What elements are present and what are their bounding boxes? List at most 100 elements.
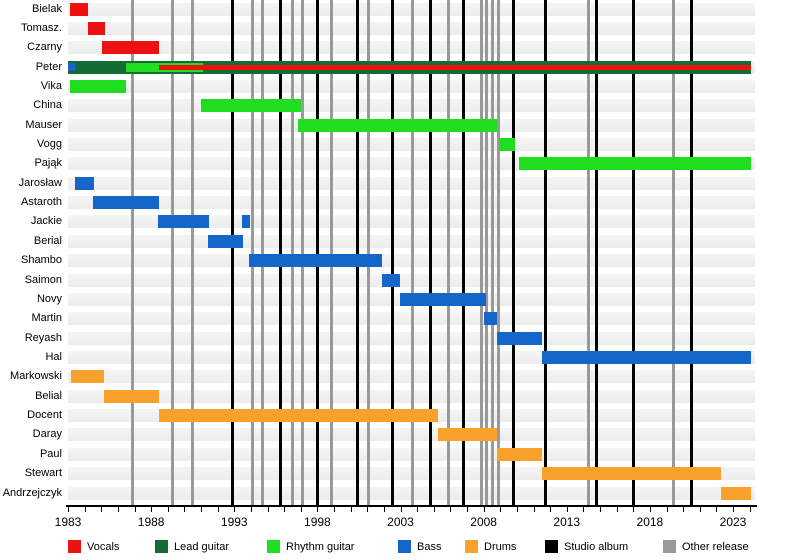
x-axis-tick-label: 2003	[387, 515, 414, 529]
x-axis-tick	[350, 507, 352, 512]
x-axis-tick-label: 2018	[636, 515, 664, 529]
row-track	[68, 196, 755, 210]
row-label-czarny: Czarny	[27, 41, 62, 54]
x-axis-tick	[699, 507, 701, 512]
lead-guitar-legend-swatch	[155, 540, 168, 553]
row-label-pajk: Pająk	[34, 157, 62, 170]
x-axis-tick	[217, 507, 219, 512]
row-track	[68, 273, 755, 287]
legend-label: Other release	[682, 541, 749, 553]
row-label-daray: Daray	[32, 428, 62, 441]
timeline-bar-bass	[541, 350, 752, 364]
timeline-bar-rhythm-guitar	[298, 118, 497, 132]
x-axis-tick	[716, 507, 718, 512]
timeline-bar-drums	[720, 486, 752, 500]
rhythm-guitar-legend-swatch	[267, 540, 280, 553]
other-release-line	[411, 0, 415, 505]
row-label-andrzejczyk: Andrzejczyk	[2, 486, 62, 499]
row-label-belial: Belial	[35, 389, 62, 402]
x-axis-tick	[383, 507, 385, 512]
x-axis-tick	[300, 507, 302, 512]
studio-album-line	[689, 0, 693, 505]
legend-label: Bass	[417, 541, 442, 553]
other-release-line	[290, 0, 294, 505]
row-track	[68, 176, 755, 190]
x-axis-tick	[151, 507, 153, 512]
x-axis-tick	[749, 507, 751, 512]
studio-album-legend-swatch	[545, 540, 558, 553]
row-label-bielak: Bielak	[32, 2, 62, 15]
other-release-line	[366, 0, 370, 505]
row-label-mauser: Mauser	[25, 118, 62, 131]
timeline-bar-drums	[437, 428, 497, 442]
row-label-saimon: Saimon	[24, 273, 62, 286]
timeline-bar-bass	[157, 215, 210, 229]
row-track	[68, 2, 755, 16]
row-label-jackie: Jackie	[30, 215, 62, 228]
studio-album-line	[355, 0, 359, 505]
timeline-bar-drums	[103, 389, 159, 403]
x-axis-tick	[68, 507, 69, 512]
timeline-bar-bass	[68, 63, 75, 72]
other-release-line	[131, 0, 135, 505]
x-axis-tick	[583, 507, 585, 512]
x-axis-tick	[649, 507, 651, 512]
legend-label: Drums	[484, 541, 517, 553]
row-label-china: China	[33, 99, 62, 112]
x-axis-tick	[500, 507, 502, 512]
timeline-bar-vocals	[69, 2, 88, 16]
timeline-bar-bass	[241, 215, 251, 229]
row-track	[68, 41, 755, 55]
legend-label: Studio album	[564, 541, 629, 553]
timeline-bar-rhythm-guitar	[518, 157, 752, 171]
x-axis-tick-label: 1988	[137, 515, 165, 529]
row-label-berial: Berial	[33, 234, 62, 247]
timeline-bar-vocals	[159, 64, 752, 70]
timeline-bar-vocals	[102, 41, 160, 55]
studio-album-line	[231, 0, 235, 505]
row-track	[68, 428, 755, 442]
x-axis-tick	[533, 507, 535, 512]
studio-album-line	[544, 0, 548, 505]
bass-legend-swatch	[398, 540, 411, 553]
row-label-peter: Peter	[35, 60, 62, 73]
x-axis-tick-label: 1993	[220, 515, 248, 529]
studio-album-line	[595, 0, 599, 505]
row-track	[68, 215, 755, 229]
row-track	[68, 79, 755, 93]
x-axis-tick	[84, 507, 86, 512]
other-release-line	[300, 0, 304, 505]
other-release-line	[672, 0, 676, 505]
row-label-novy: Novy	[36, 292, 62, 305]
studio-album-line	[315, 0, 319, 505]
other-release-line	[479, 0, 483, 505]
row-label-docent: Docent	[27, 409, 62, 422]
row-label-jarosaw: Jarosław	[18, 176, 62, 189]
row-label-shambo: Shambo	[21, 254, 62, 267]
timeline-bar-bass	[496, 331, 542, 345]
row-track	[68, 21, 755, 35]
x-axis-tick	[566, 507, 568, 512]
x-axis-tick	[334, 507, 335, 512]
row-label-markowski: Markowski	[10, 370, 62, 383]
timeline-bar-rhythm-guitar	[69, 79, 127, 93]
x-axis-tick	[483, 507, 485, 512]
other-release-line	[171, 0, 175, 505]
row-label-tomasz: Tomasz.	[21, 21, 62, 34]
studio-album-line	[390, 0, 394, 505]
row-label-vika: Vika	[40, 79, 62, 92]
x-axis-tick	[201, 507, 202, 512]
row-label-stewart: Stewart	[24, 467, 62, 480]
studio-album-line	[631, 0, 635, 505]
vocals-legend-swatch	[68, 540, 81, 553]
x-axis-tick	[250, 507, 252, 512]
x-axis-tick	[433, 507, 435, 512]
x-axis-tick	[467, 507, 468, 512]
x-axis-tick	[317, 507, 319, 512]
timeline-bar-bass	[249, 254, 383, 268]
row-track	[68, 370, 755, 384]
timeline-bar-drums	[496, 447, 542, 461]
other-release-line	[586, 0, 590, 505]
other-release-line	[497, 0, 501, 505]
x-axis-tick	[101, 507, 103, 512]
